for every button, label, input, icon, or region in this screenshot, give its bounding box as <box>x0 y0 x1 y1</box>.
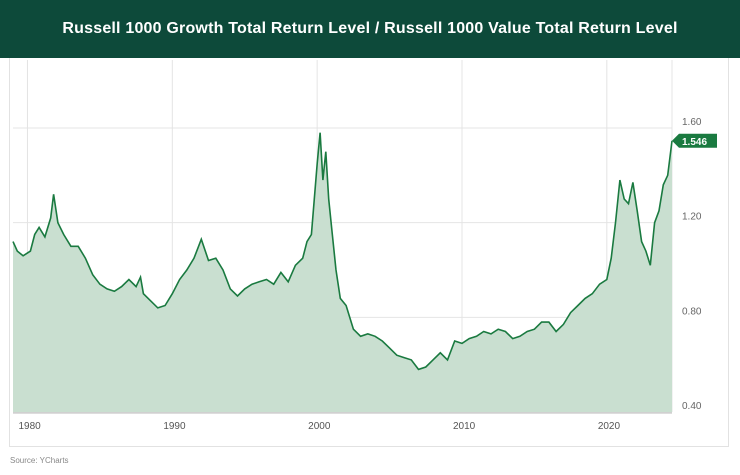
x-tick-label: 2010 <box>453 421 476 432</box>
y-tick-label: 0.40 <box>682 401 702 412</box>
last-value-label: 1.546 <box>682 137 707 148</box>
chart-frame <box>9 58 729 447</box>
chart-title: Russell 1000 Growth Total Return Level /… <box>0 0 740 58</box>
series-area <box>13 132 672 412</box>
x-tick-label: 1990 <box>163 421 186 432</box>
y-tick-label: 1.20 <box>682 212 702 223</box>
y-tick-label: 0.80 <box>682 306 702 317</box>
last-value-badge <box>672 133 717 148</box>
series-line <box>12 132 673 371</box>
x-tick-label: 1980 <box>18 421 41 432</box>
y-tick-label: 1.60 <box>682 117 702 128</box>
x-tick-label: 2020 <box>598 421 621 432</box>
source-note: Source: YCharts <box>10 456 69 465</box>
x-tick-label: 2000 <box>308 421 331 432</box>
